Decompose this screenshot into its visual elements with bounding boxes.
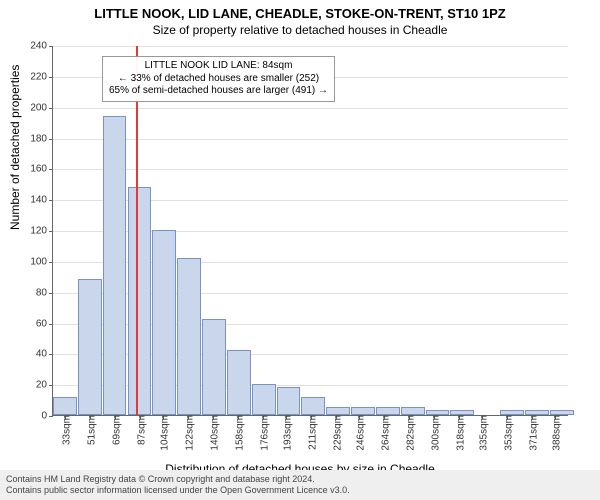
xtick-label: 122sqm [181, 415, 196, 451]
histogram-bar [252, 384, 276, 415]
ytick-label: 140 [30, 195, 53, 206]
xtick-label: 193sqm [279, 415, 294, 451]
gridline [53, 46, 568, 47]
histogram-bar [177, 258, 201, 415]
xtick-label: 51sqm [83, 415, 98, 445]
histogram-bar [78, 279, 102, 415]
histogram-bar [301, 397, 325, 416]
xtick-label: 371sqm [524, 415, 539, 451]
histogram-bar [227, 350, 251, 415]
ytick-label: 220 [30, 71, 53, 82]
ytick-label: 160 [30, 164, 53, 175]
footer-line1: Contains HM Land Registry data © Crown c… [6, 474, 594, 485]
xtick-label: 176sqm [255, 415, 270, 451]
gridline [53, 108, 568, 109]
annotation-box: LITTLE NOOK LID LANE: 84sqm ← 33% of det… [102, 56, 335, 102]
page-title: LITTLE NOOK, LID LANE, CHEADLE, STOKE-ON… [0, 6, 600, 21]
xtick-label: 104sqm [156, 415, 171, 451]
annotation-line1: LITTLE NOOK LID LANE: 84sqm [109, 60, 328, 73]
plot-area: 02040608010012014016018020022024033sqm51… [52, 46, 568, 416]
page-subtitle: Size of property relative to detached ho… [0, 23, 600, 37]
xtick-label: 300sqm [426, 415, 441, 451]
histogram-chart: 02040608010012014016018020022024033sqm51… [52, 46, 568, 416]
ytick-label: 120 [30, 226, 53, 237]
xtick-label: 246sqm [352, 415, 367, 451]
ytick-label: 0 [41, 411, 53, 422]
annotation-line3: 65% of semi-detached houses are larger (… [109, 85, 328, 98]
histogram-bar [128, 187, 152, 415]
y-axis-label: Number of detached properties [8, 65, 22, 230]
ytick-label: 40 [36, 349, 53, 360]
annotation-line2: ← 33% of detached houses are smaller (25… [109, 73, 328, 86]
ytick-label: 100 [30, 256, 53, 267]
histogram-bar [103, 116, 127, 415]
xtick-label: 318sqm [451, 415, 466, 451]
ytick-label: 200 [30, 102, 53, 113]
xtick-label: 69sqm [108, 415, 123, 445]
ytick-label: 240 [30, 41, 53, 52]
gridline [53, 139, 568, 140]
ytick-label: 20 [36, 380, 53, 391]
histogram-bar [401, 407, 425, 415]
histogram-bar [152, 230, 176, 415]
ytick-label: 180 [30, 133, 53, 144]
xtick-label: 33sqm [58, 415, 73, 445]
footer-line2: Contains public sector information licen… [6, 485, 594, 496]
xtick-label: 264sqm [377, 415, 392, 451]
xtick-label: 335sqm [475, 415, 490, 451]
histogram-bar [277, 387, 301, 415]
histogram-bar [53, 397, 77, 416]
xtick-label: 140sqm [206, 415, 221, 451]
histogram-bar [351, 407, 375, 415]
gridline [53, 169, 568, 170]
xtick-label: 353sqm [499, 415, 514, 451]
histogram-bar [202, 319, 226, 415]
histogram-bar [326, 407, 350, 415]
xtick-label: 229sqm [328, 415, 343, 451]
xtick-label: 388sqm [548, 415, 563, 451]
ytick-label: 80 [36, 287, 53, 298]
footer: Contains HM Land Registry data © Crown c… [0, 470, 600, 500]
histogram-bar [376, 407, 400, 415]
xtick-label: 211sqm [304, 415, 319, 450]
xtick-label: 158sqm [230, 415, 245, 451]
xtick-label: 282sqm [401, 415, 416, 451]
ytick-label: 60 [36, 318, 53, 329]
xtick-label: 87sqm [132, 415, 147, 445]
